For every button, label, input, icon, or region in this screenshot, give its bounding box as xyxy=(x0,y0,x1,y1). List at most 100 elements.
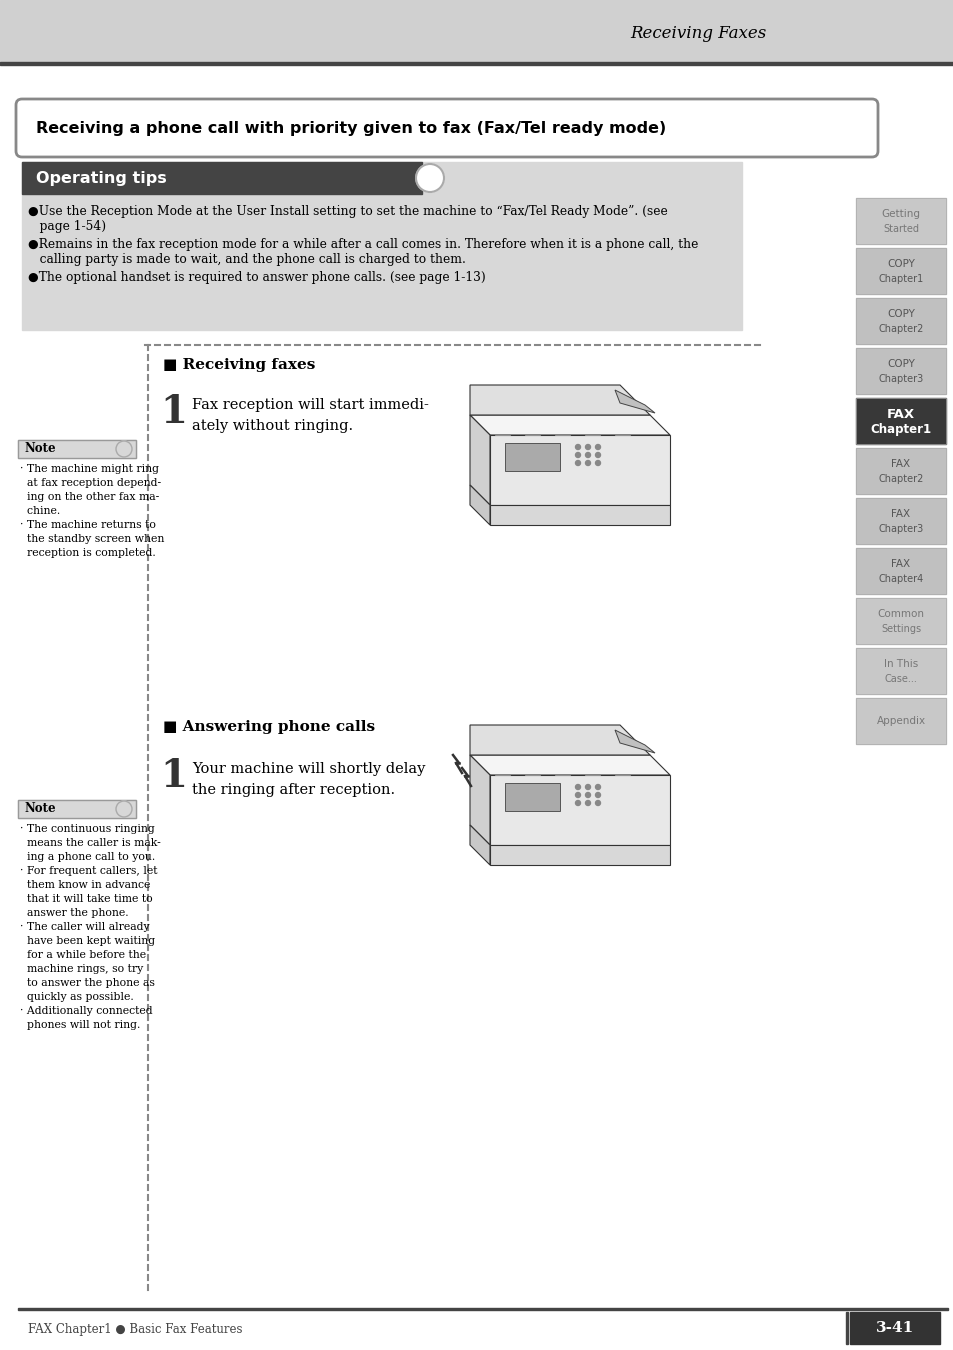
Circle shape xyxy=(595,801,599,806)
Circle shape xyxy=(585,444,590,450)
Circle shape xyxy=(595,452,599,458)
Text: 3-41: 3-41 xyxy=(875,1322,913,1335)
Bar xyxy=(0,0,953,62)
Text: In This: In This xyxy=(882,659,917,670)
Polygon shape xyxy=(615,390,655,413)
Bar xyxy=(855,698,945,744)
Text: Note: Note xyxy=(24,443,55,455)
Circle shape xyxy=(416,163,443,192)
Polygon shape xyxy=(490,775,669,845)
Text: FAX Chapter1 ● Basic Fax Features: FAX Chapter1 ● Basic Fax Features xyxy=(28,1323,242,1336)
Bar xyxy=(855,648,945,694)
Circle shape xyxy=(585,801,590,806)
Text: ■ Receiving faxes: ■ Receiving faxes xyxy=(163,358,315,373)
Polygon shape xyxy=(490,435,669,505)
Bar xyxy=(855,548,945,594)
Bar xyxy=(855,298,945,344)
Polygon shape xyxy=(470,755,490,845)
Bar xyxy=(855,498,945,544)
Circle shape xyxy=(595,460,599,466)
Polygon shape xyxy=(470,725,649,755)
Circle shape xyxy=(116,801,132,817)
Bar xyxy=(855,548,945,594)
Bar xyxy=(504,783,559,811)
Text: page 1-54): page 1-54) xyxy=(28,220,106,234)
Bar xyxy=(18,1308,947,1309)
Circle shape xyxy=(585,784,590,790)
Polygon shape xyxy=(615,730,655,753)
Polygon shape xyxy=(490,505,669,525)
Text: Receiving Faxes: Receiving Faxes xyxy=(629,26,765,42)
Text: Settings: Settings xyxy=(880,624,920,634)
Text: ●The optional handset is required to answer phone calls. (see page 1-13): ●The optional handset is required to ans… xyxy=(28,271,485,284)
FancyBboxPatch shape xyxy=(16,99,877,157)
Text: ■ Answering phone calls: ■ Answering phone calls xyxy=(163,720,375,734)
Text: FAX: FAX xyxy=(890,559,909,570)
Text: FAX: FAX xyxy=(890,509,909,520)
Circle shape xyxy=(595,444,599,450)
Text: FAX: FAX xyxy=(886,408,914,421)
Circle shape xyxy=(595,784,599,790)
Bar xyxy=(849,1312,939,1345)
Polygon shape xyxy=(470,385,649,414)
Text: FAX: FAX xyxy=(890,459,909,468)
Polygon shape xyxy=(470,414,490,505)
Text: Note: Note xyxy=(24,802,55,815)
Circle shape xyxy=(575,460,579,466)
Text: Chapter2: Chapter2 xyxy=(878,474,923,485)
Bar xyxy=(855,298,945,344)
Circle shape xyxy=(575,792,579,798)
Bar xyxy=(845,1312,847,1345)
Bar xyxy=(22,162,741,329)
Bar xyxy=(18,801,136,818)
Text: COPY: COPY xyxy=(886,359,914,369)
Polygon shape xyxy=(470,485,490,525)
Bar xyxy=(0,62,953,65)
Bar xyxy=(22,162,421,194)
Bar xyxy=(504,443,559,471)
Bar xyxy=(855,198,945,244)
Text: Chapter4: Chapter4 xyxy=(878,574,923,585)
Text: Started: Started xyxy=(882,224,918,235)
Bar xyxy=(855,248,945,294)
Text: Your machine will shortly delay
the ringing after reception.: Your machine will shortly delay the ring… xyxy=(192,761,425,796)
Circle shape xyxy=(575,801,579,806)
Bar xyxy=(855,448,945,494)
Text: 1: 1 xyxy=(160,393,187,431)
Bar xyxy=(855,648,945,694)
Text: · The machine might ring
  at fax reception depend-
  ing on the other fax ma-
 : · The machine might ring at fax receptio… xyxy=(20,464,164,558)
Circle shape xyxy=(585,460,590,466)
Text: COPY: COPY xyxy=(886,309,914,319)
Polygon shape xyxy=(470,414,669,435)
Bar xyxy=(18,440,136,458)
Bar xyxy=(855,198,945,244)
Bar xyxy=(18,440,136,458)
Bar xyxy=(855,498,945,544)
Bar xyxy=(855,348,945,394)
Bar xyxy=(855,598,945,644)
Circle shape xyxy=(585,452,590,458)
Circle shape xyxy=(575,784,579,790)
Polygon shape xyxy=(490,845,669,865)
Text: Chapter1: Chapter1 xyxy=(869,423,930,436)
Text: 1: 1 xyxy=(160,757,187,795)
Text: Chapter3: Chapter3 xyxy=(878,374,923,385)
Text: Chapter2: Chapter2 xyxy=(878,324,923,335)
Text: · The continuous ringing
  means the caller is mak-
  ing a phone call to you.
·: · The continuous ringing means the calle… xyxy=(20,824,161,1030)
Text: Chapter3: Chapter3 xyxy=(878,524,923,535)
Polygon shape xyxy=(470,755,669,775)
Circle shape xyxy=(585,792,590,798)
Bar xyxy=(855,398,945,444)
Bar xyxy=(855,598,945,644)
Text: Common: Common xyxy=(877,609,923,620)
Circle shape xyxy=(116,441,132,458)
Text: Getting: Getting xyxy=(881,209,920,219)
Text: Appendix: Appendix xyxy=(876,716,924,726)
Bar xyxy=(855,348,945,394)
Text: Chapter1: Chapter1 xyxy=(878,274,923,285)
Text: Case...: Case... xyxy=(883,674,917,684)
Text: calling party is made to wait, and the phone call is charged to them.: calling party is made to wait, and the p… xyxy=(28,252,465,266)
Text: Operating tips: Operating tips xyxy=(36,170,167,185)
Bar xyxy=(855,448,945,494)
Text: Fax reception will start immedi-
ately without ringing.: Fax reception will start immedi- ately w… xyxy=(192,398,429,432)
